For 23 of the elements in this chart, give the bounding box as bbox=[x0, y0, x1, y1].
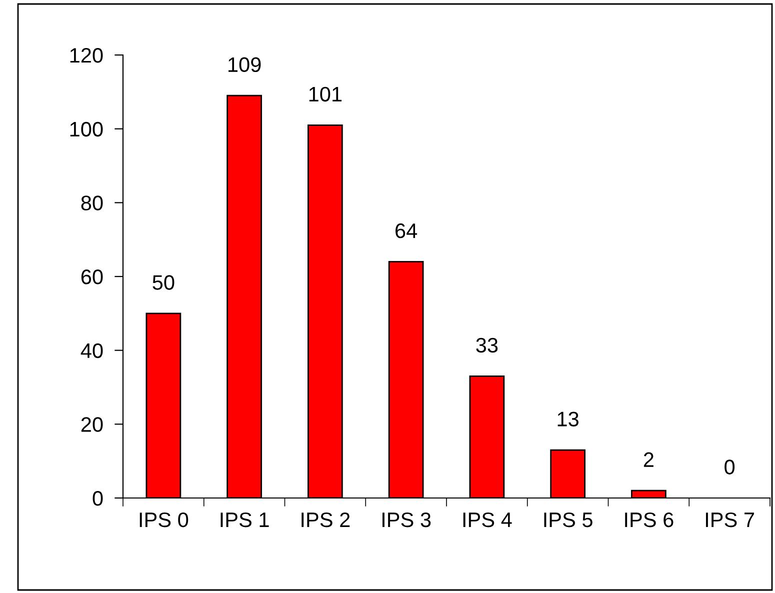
x-tick-label: IPS 6 bbox=[625, 512, 674, 528]
y-tick-label: 120 bbox=[70, 48, 103, 63]
data-label: 2 bbox=[644, 452, 654, 467]
data-label: 64 bbox=[396, 223, 418, 238]
data-label: 33 bbox=[476, 338, 498, 353]
y-tick-label: 60 bbox=[81, 270, 103, 284]
x-tick-label: IPS 1 bbox=[220, 512, 269, 528]
data-label: 109 bbox=[228, 57, 261, 72]
data-label: 101 bbox=[309, 86, 342, 102]
data-label: 13 bbox=[558, 412, 578, 426]
x-tick-label: IPS 5 bbox=[544, 512, 592, 528]
x-tick-label: IPS 3 bbox=[382, 512, 431, 528]
y-tick-label: 80 bbox=[81, 196, 103, 210]
x-tick-label: IPS 4 bbox=[463, 512, 512, 528]
data-label: 0 bbox=[724, 460, 735, 474]
y-tick-label: 20 bbox=[81, 417, 103, 432]
x-tick-label: IPS 2 bbox=[302, 512, 350, 528]
y-tick-label: 40 bbox=[80, 343, 103, 358]
y-tick-label: 0 bbox=[92, 491, 103, 506]
x-tick-label: IPS 0 bbox=[140, 512, 188, 528]
data-label: 50 bbox=[152, 275, 174, 290]
x-tick-label: IPS 7 bbox=[706, 512, 754, 528]
y-tick-label: 100 bbox=[70, 122, 103, 137]
